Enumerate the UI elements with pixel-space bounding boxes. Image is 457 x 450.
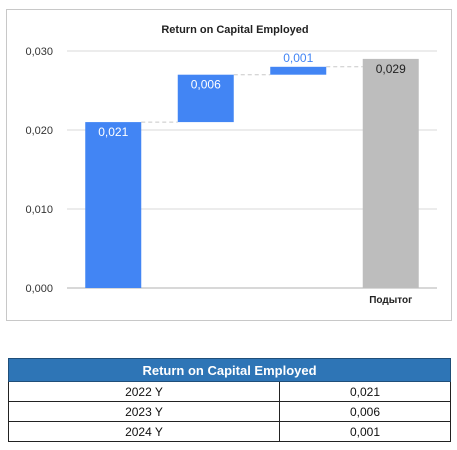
table-cell-year: 2023 Y xyxy=(8,401,280,422)
category-label: Подытог xyxy=(369,295,412,306)
waterfall-bar xyxy=(85,122,142,288)
table-row: 2024 Y 0,001 xyxy=(8,421,452,442)
data-table: Return on Capital Employed 2022 Y 0,021 … xyxy=(7,358,452,442)
table-header-row: Return on Capital Employed xyxy=(7,358,452,382)
data-label: 0,021 xyxy=(98,125,128,139)
y-tick-label: 0,000 xyxy=(25,283,53,295)
data-label: 0,006 xyxy=(191,78,221,92)
table-row: 2023 Y 0,006 xyxy=(8,401,452,422)
y-tick-label: 0,010 xyxy=(25,204,53,216)
waterfall-chart: Return on Capital Employed 0,000 0,010 0,0… xyxy=(25,24,437,306)
chart-title: Return on Capital Employed xyxy=(161,24,308,36)
total-bar xyxy=(362,58,419,289)
total-label: 0,029 xyxy=(376,62,406,76)
waterfall-bar xyxy=(177,74,234,123)
table-row: 2022 Y 0,021 xyxy=(8,381,452,402)
table-cell-value: 0,021 xyxy=(278,381,452,402)
table-cell-value: 0,006 xyxy=(278,401,452,422)
chart-container: Return on Capital Employed 0,000 0,010 0,0… xyxy=(6,9,452,321)
table-header: Return on Capital Employed xyxy=(7,358,452,382)
y-tick-label: 0,020 xyxy=(25,125,53,137)
waterfall-bar xyxy=(270,66,327,75)
data-label: 0,001 xyxy=(283,51,313,65)
y-tick-label: 0,030 xyxy=(25,46,53,58)
table-cell-value: 0,001 xyxy=(278,421,452,442)
table-cell-year: 2024 Y xyxy=(8,421,280,442)
table-cell-year: 2022 Y xyxy=(8,381,280,402)
